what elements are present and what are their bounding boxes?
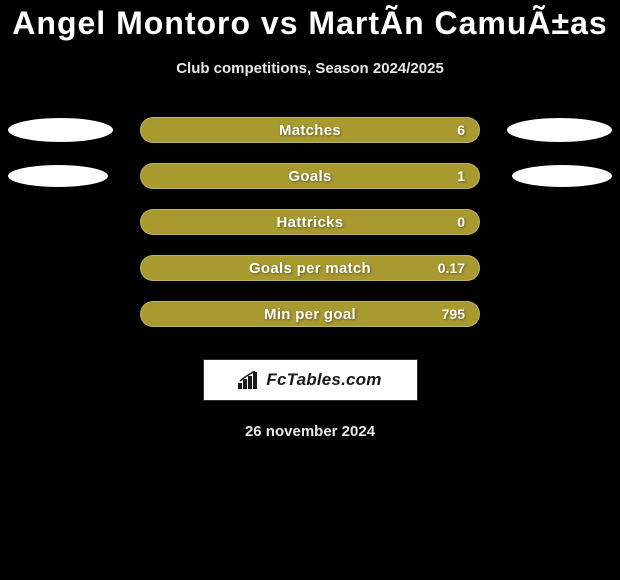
right-ellipse <box>512 165 612 187</box>
stat-row: Goals per match 0.17 <box>0 245 620 291</box>
stat-value: 0.17 <box>438 260 465 276</box>
stat-row: Matches 6 <box>0 107 620 153</box>
logo-prefix: Fc <box>266 370 286 389</box>
stat-value: 1 <box>457 168 465 184</box>
logo-main: Tables <box>287 370 341 389</box>
left-ellipse <box>8 118 113 142</box>
stat-bar: Hattricks 0 <box>140 209 480 235</box>
stat-label: Goals per match <box>249 260 371 277</box>
page-title: Angel Montoro vs MartÃn CamuÃ±as <box>0 5 620 42</box>
date-text: 26 november 2024 <box>0 423 620 440</box>
stat-bar: Min per goal 795 <box>140 301 480 327</box>
stat-value: 6 <box>457 122 465 138</box>
comparison-container: Angel Montoro vs MartÃn CamuÃ±as Club co… <box>0 0 620 440</box>
stat-label: Matches <box>279 122 341 139</box>
stat-label: Min per goal <box>264 306 356 323</box>
stat-value: 795 <box>442 306 465 322</box>
logo-text: FcTables.com <box>266 370 381 390</box>
stat-bar: Goals per match 0.17 <box>140 255 480 281</box>
stat-value: 0 <box>457 214 465 230</box>
logo-chart-icon <box>238 371 260 389</box>
left-ellipse <box>8 165 108 187</box>
stat-bar: Matches 6 <box>140 117 480 143</box>
right-ellipse <box>507 118 612 142</box>
stat-label: Goals <box>288 168 331 185</box>
stat-bar: Goals 1 <box>140 163 480 189</box>
stat-row: Hattricks 0 <box>0 199 620 245</box>
logo-suffix: .com <box>341 370 381 389</box>
logo-box: FcTables.com <box>203 359 418 401</box>
subtitle: Club competitions, Season 2024/2025 <box>0 60 620 77</box>
stat-row: Min per goal 795 <box>0 291 620 337</box>
stat-label: Hattricks <box>277 214 344 231</box>
stats-area: Matches 6 Goals 1 Hattricks 0 Goals per match 0… <box>0 107 620 337</box>
stat-row: Goals 1 <box>0 153 620 199</box>
